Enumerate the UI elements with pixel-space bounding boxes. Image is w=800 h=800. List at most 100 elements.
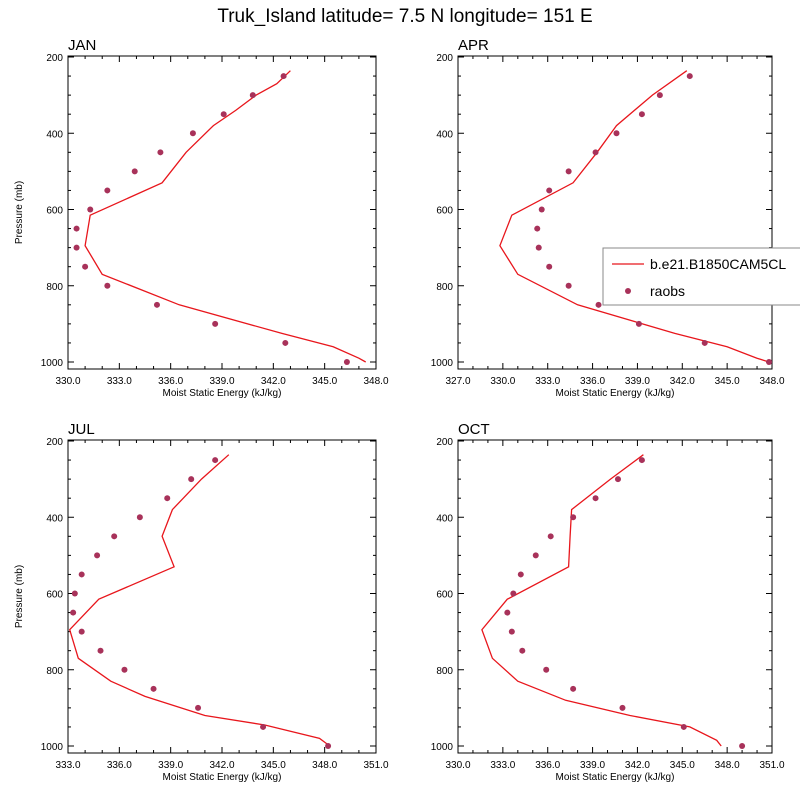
- raobs-point: [535, 244, 542, 251]
- x-axis-label: Moist Static Energy (kJ/kg): [163, 388, 282, 399]
- y-tick-label: 400: [436, 129, 453, 140]
- raobs-point: [565, 282, 572, 289]
- model-profile-line: [68, 454, 331, 747]
- raobs-point: [510, 590, 517, 597]
- y-tick-label: 200: [436, 53, 453, 64]
- x-tick-label: 348.0: [363, 376, 388, 387]
- raobs-point: [565, 168, 572, 175]
- y-tick-label: 800: [436, 282, 453, 293]
- x-tick-label: 333.0: [55, 760, 80, 771]
- raobs-point: [504, 609, 511, 616]
- raobs-point: [73, 244, 80, 251]
- x-tick-label: 345.0: [261, 760, 286, 771]
- raobs-point: [570, 514, 577, 521]
- raobs-point: [546, 263, 553, 270]
- x-tick-label: 333.0: [535, 376, 560, 387]
- x-tick-label: 348.0: [759, 376, 784, 387]
- y-tick-label: 1000: [431, 358, 454, 369]
- x-tick-label: 330.0: [445, 760, 470, 771]
- raobs-point: [97, 647, 104, 654]
- x-tick-label: 327.0: [445, 376, 470, 387]
- raobs-point: [656, 92, 663, 99]
- x-tick-label: 345.0: [670, 760, 695, 771]
- legend-raobs-label: raobs: [650, 283, 685, 299]
- y-axis-label: Pressure (mb): [14, 181, 25, 244]
- raobs-point: [534, 225, 541, 232]
- raobs-point: [212, 320, 219, 327]
- y-tick-label: 800: [46, 666, 63, 677]
- x-tick-label: 345.0: [312, 376, 337, 387]
- y-tick-label: 200: [46, 437, 63, 448]
- raobs-point: [517, 571, 524, 578]
- raobs-point: [212, 457, 219, 464]
- raobs-point: [78, 628, 85, 635]
- panel-title: OCT: [458, 421, 490, 438]
- raobs-point: [613, 130, 620, 137]
- model-profile-line: [499, 70, 770, 363]
- y-tick-label: 400: [46, 513, 63, 524]
- x-tick-label: 333.0: [107, 376, 132, 387]
- raobs-point: [78, 571, 85, 578]
- legend-raobs-marker: [625, 288, 631, 294]
- x-axis-label: Moist Static Energy (kJ/kg): [556, 772, 675, 783]
- y-tick-label: 1000: [41, 742, 64, 753]
- raobs-point: [195, 704, 202, 711]
- x-tick-label: 339.0: [209, 376, 234, 387]
- raobs-point: [592, 495, 599, 502]
- raobs-point: [595, 301, 602, 308]
- raobs-point: [546, 187, 553, 194]
- raobs-point: [680, 723, 687, 730]
- x-axis-label: Moist Static Energy (kJ/kg): [163, 772, 282, 783]
- raobs-point: [686, 73, 693, 80]
- raobs-point: [94, 552, 101, 559]
- legend-box: [602, 247, 800, 306]
- x-tick-label: 342.0: [261, 376, 286, 387]
- y-tick-label: 600: [436, 206, 453, 217]
- x-tick-label: 339.0: [625, 376, 650, 387]
- raobs-point: [280, 73, 287, 80]
- legend-model-label: b.e21.B1850CAM5CL: [650, 256, 786, 272]
- x-tick-label: 333.0: [490, 760, 515, 771]
- plot-frame: [67, 439, 377, 754]
- raobs-point: [701, 339, 708, 346]
- raobs-point: [164, 495, 171, 502]
- model-profile-line: [481, 454, 722, 747]
- raobs-point: [739, 743, 746, 749]
- y-tick-label: 800: [436, 666, 453, 677]
- x-tick-label: 330.0: [490, 376, 515, 387]
- x-tick-label: 330.0: [55, 376, 80, 387]
- y-tick-label: 200: [436, 437, 453, 448]
- x-axis-label: Moist Static Energy (kJ/kg): [556, 388, 675, 399]
- raobs-point: [220, 111, 227, 118]
- raobs-point: [121, 666, 128, 673]
- raobs-point: [82, 263, 89, 270]
- raobs-point: [73, 225, 80, 232]
- x-tick-label: 336.0: [535, 760, 560, 771]
- y-tick-label: 400: [46, 129, 63, 140]
- raobs-point: [325, 743, 332, 749]
- y-tick-label: 600: [46, 590, 63, 601]
- raobs-point: [635, 320, 642, 327]
- panel-jan: JAN 330.0 333.0 336.0 339.0 342.0 345.0 348.0 20…: [14, 37, 389, 399]
- raobs-point: [614, 476, 621, 483]
- raobs-point: [104, 282, 111, 289]
- x-tick-label: 342.0: [625, 760, 650, 771]
- y-axis-label: Pressure (mb): [14, 565, 25, 628]
- figure-title: Truk_Island latitude= 7.5 N longitude= 1…: [217, 6, 592, 27]
- x-tick-label: 339.0: [580, 760, 605, 771]
- raobs-point: [592, 149, 599, 156]
- panel-title: JUL: [68, 421, 95, 438]
- x-tick-label: 336.0: [158, 376, 183, 387]
- raobs-point: [249, 92, 256, 99]
- x-tick-label: 351.0: [363, 760, 388, 771]
- raobs-point: [70, 609, 77, 616]
- raobs-point: [188, 476, 195, 483]
- panel-jul: JUL 333.0 336.0 339.0 342.0 345.0 348.0 351.0 20…: [14, 421, 389, 783]
- raobs-point: [343, 359, 350, 365]
- x-tick-label: 342.0: [670, 376, 695, 387]
- raobs-point: [570, 685, 577, 692]
- raobs-point: [638, 457, 645, 464]
- raobs-point: [157, 149, 164, 156]
- x-tick-label: 351.0: [759, 760, 784, 771]
- y-tick-label: 200: [46, 53, 63, 64]
